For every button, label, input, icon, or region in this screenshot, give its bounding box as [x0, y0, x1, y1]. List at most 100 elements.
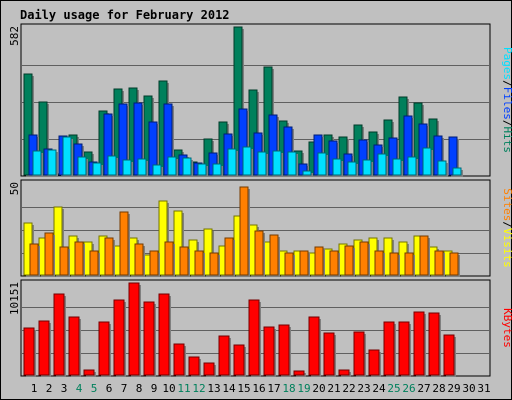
x-tick-label: 26 [402, 382, 415, 395]
sites-bar [449, 252, 459, 276]
sites-bar [299, 250, 309, 276]
sites-bar [254, 230, 264, 276]
x-tick-label: 17 [267, 382, 280, 395]
x-tick-label: 14 [222, 382, 236, 395]
chart-panels: 582Pages/Files/Hits50Sites/Visits10151KB… [8, 23, 512, 377]
x-tick-label: 18 [282, 382, 295, 395]
kbytes-bar [98, 321, 110, 376]
pages-bar [242, 146, 252, 176]
visits-sites-label-separator: / [501, 221, 512, 228]
pages-bar [182, 157, 192, 176]
x-tick-label: 23 [357, 382, 370, 395]
x-tick-label: 15 [237, 382, 250, 395]
pages-bar [47, 149, 57, 176]
sites-bar [374, 250, 384, 276]
pages-bar [362, 159, 372, 176]
pages-bar [392, 158, 402, 176]
kbytes-bar [53, 293, 65, 376]
pages-bar [92, 162, 102, 176]
pages-bar [137, 158, 147, 176]
kbytes-bar [188, 356, 200, 376]
kbytes-series-labels: KBytes [501, 308, 512, 348]
visits-sites-label-visits: Visits [501, 228, 512, 268]
kbytes-bar [218, 335, 230, 376]
kbytes-bar [428, 312, 440, 376]
kbytes-bar [338, 369, 350, 376]
sites-bar [404, 252, 414, 276]
visits-sites-series-labels: Sites/Visits [501, 188, 512, 268]
kbytes-bar [23, 327, 35, 376]
x-tick-label: 11 [177, 382, 190, 395]
kbytes-label-kbytes: KBytes [501, 308, 512, 348]
visits-bar [158, 200, 168, 276]
kbytes-ymax-label: 10151 [8, 282, 21, 315]
pages-bar [317, 152, 327, 176]
pages-bar [347, 161, 357, 176]
pages-bar [437, 160, 447, 176]
hits-files-pages-label-pages: Pages [501, 47, 512, 80]
x-tick-label: 7 [121, 382, 128, 395]
hits-files-pages-series-labels: Pages/Files/Hits [501, 47, 512, 153]
x-tick-label: 27 [417, 382, 430, 395]
x-tick-label: 20 [312, 382, 325, 395]
x-axis-labels: 1 2 3 4 5 6 7 8 9 10 11 12 13 14 15 16 17 18 19 20 21 22 23 24 2… [31, 382, 491, 395]
hits-files-pages-label-separator: / [501, 120, 512, 127]
pages-bar [287, 151, 297, 176]
kbytes-bar [113, 299, 125, 376]
sites-bar [359, 241, 369, 276]
kbytes-bar [38, 320, 50, 376]
sites-bar [179, 246, 189, 276]
kbytes-bar [383, 321, 395, 376]
kbytes-bar [413, 311, 425, 376]
sites-bar [389, 252, 399, 276]
sites-bar [269, 234, 279, 276]
chart-title: Daily usage for February 2012 [20, 8, 230, 22]
hits-files-pages-label-files: Files [501, 87, 512, 120]
x-tick-label: 3 [61, 382, 68, 395]
kbytes-panel: 10151 KBytes [8, 279, 512, 377]
hits-files-pages-series-pages [32, 136, 463, 177]
sites-bar [194, 250, 204, 276]
pages-bar [257, 151, 267, 176]
hits-files-pages-ymax-label: 582 [8, 26, 21, 46]
pages-bar [332, 158, 342, 176]
x-tick-label: 12 [192, 382, 205, 395]
kbytes-bar [83, 369, 95, 376]
x-tick-label: 30 [462, 382, 475, 395]
sites-bar [89, 250, 99, 276]
sites-bar [59, 246, 69, 276]
x-tick-label: 24 [372, 382, 386, 395]
pages-bar [167, 156, 177, 176]
sites-bar [329, 250, 339, 276]
sites-bar [134, 243, 144, 276]
kbytes-bar [323, 332, 335, 376]
sites-bar [74, 241, 84, 276]
x-tick-label: 2 [46, 382, 53, 395]
pages-bar [227, 148, 237, 176]
kbytes-bar [308, 316, 320, 376]
x-tick-label: 1 [31, 382, 38, 395]
x-tick-label: 13 [207, 382, 220, 395]
kbytes-series-kbytes [23, 282, 456, 377]
sites-bar [344, 245, 354, 276]
kbytes-bar [173, 343, 185, 376]
pages-bar [377, 153, 387, 176]
kbytes-bar [278, 324, 290, 376]
sites-bar [419, 235, 429, 276]
x-tick-label: 22 [342, 382, 355, 395]
kbytes-bar [203, 362, 215, 376]
visits-bar [203, 228, 213, 276]
sites-bar [239, 186, 249, 276]
x-tick-label: 19 [297, 382, 310, 395]
sites-bar [164, 241, 174, 276]
kbytes-bar [398, 321, 410, 376]
kbytes-bar [233, 344, 245, 376]
pages-bar [62, 136, 72, 176]
kbytes-bar [443, 334, 455, 376]
sites-bar [314, 246, 324, 276]
hits-bar-shadow [56, 176, 64, 177]
pages-bar [107, 155, 117, 176]
x-tick-label: 8 [136, 382, 143, 395]
sites-bar [149, 250, 159, 276]
